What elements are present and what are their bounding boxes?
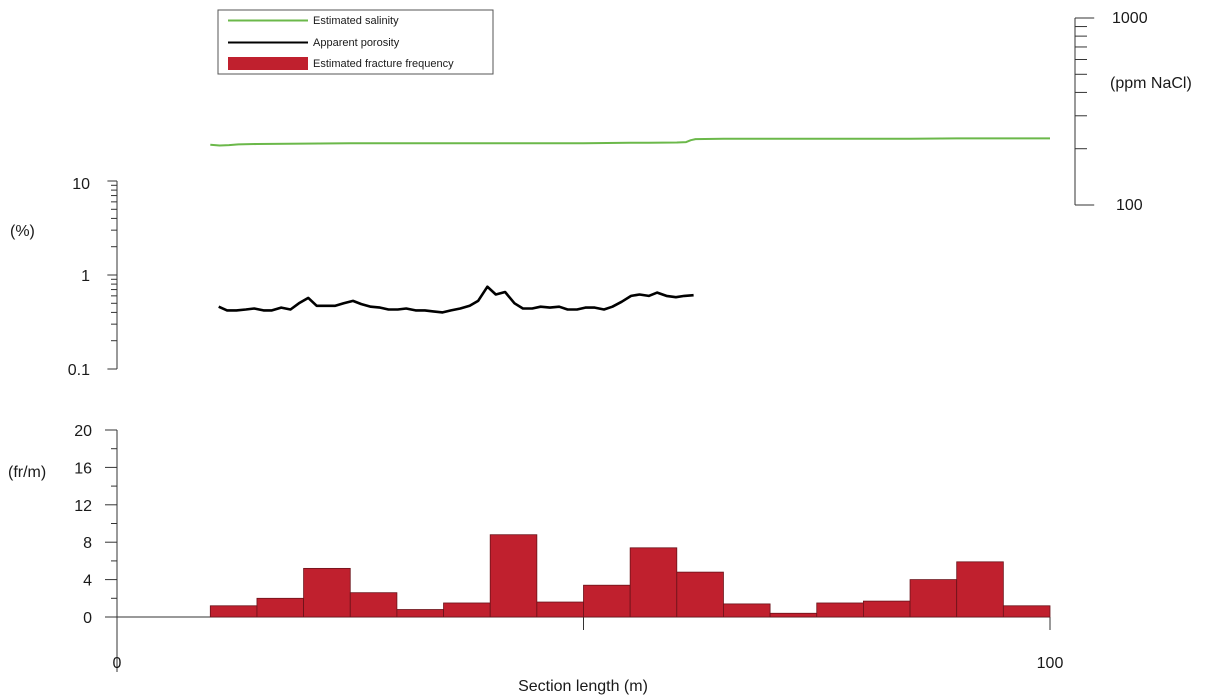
legend-swatch-fracture bbox=[228, 57, 308, 70]
porosity-tick-label-1: 1 bbox=[81, 268, 90, 285]
fracture-bar bbox=[676, 571, 724, 618]
porosity-tick-label-10: 10 bbox=[72, 176, 90, 193]
x-axis-label: Section length (m) bbox=[518, 678, 648, 695]
fracture-bar bbox=[209, 605, 258, 618]
porosity-line bbox=[218, 285, 694, 314]
salinity-line bbox=[210, 137, 1050, 147]
porosity-axis: 10 1 0.1 (%) bbox=[10, 176, 118, 379]
porosity-tick-label-0.1: 0.1 bbox=[68, 362, 90, 379]
fracture-tick-label: 8 bbox=[83, 535, 92, 552]
x-tick-label-0: 0 bbox=[113, 655, 122, 672]
fracture-bar bbox=[303, 567, 351, 618]
fracture-axis-unit: (fr/m) bbox=[8, 464, 46, 481]
fracture-tick-label: 0 bbox=[83, 610, 92, 627]
legend: Estimated salinity Apparent porosity Est… bbox=[217, 9, 494, 75]
line-series bbox=[210, 137, 1050, 314]
fracture-bar bbox=[629, 547, 678, 618]
fracture-bar bbox=[489, 534, 538, 618]
salinity-tick-label-100: 100 bbox=[1116, 197, 1143, 214]
fracture-ticks: 0 4 8 12 16 20 bbox=[74, 423, 1051, 630]
legend-label-salinity: Estimated salinity bbox=[313, 15, 399, 27]
fracture-bar bbox=[863, 600, 911, 618]
legend-label-fracture: Estimated fracture frequency bbox=[313, 58, 454, 70]
x-tick-label-100: 100 bbox=[1037, 655, 1064, 672]
legend-label-porosity: Apparent porosity bbox=[313, 37, 400, 49]
fracture-bars bbox=[209, 534, 1051, 618]
salinity-axis-unit: (ppm NaCl) bbox=[1110, 75, 1192, 92]
fracture-tick-label: 4 bbox=[83, 573, 92, 590]
porosity-axis-unit: (%) bbox=[10, 223, 35, 240]
fracture-bar bbox=[1002, 605, 1051, 618]
fracture-bar bbox=[349, 592, 398, 618]
fracture-bar bbox=[583, 584, 631, 618]
salinity-tick-label-1000: 1000 bbox=[1112, 10, 1148, 27]
fracture-bar bbox=[956, 561, 1004, 618]
fracture-tick-label: 12 bbox=[74, 498, 92, 515]
fracture-tick-label: 16 bbox=[74, 460, 92, 477]
fracture-bar bbox=[816, 602, 864, 618]
fracture-bar bbox=[909, 579, 958, 618]
fracture-bar bbox=[723, 603, 771, 618]
salinity-axis: 1000 100 (ppm NaCl) bbox=[1074, 10, 1192, 214]
fracture-tick-label: 20 bbox=[74, 423, 92, 440]
fracture-bar bbox=[536, 601, 584, 618]
fracture-bar bbox=[396, 609, 444, 618]
fracture-bar bbox=[769, 612, 818, 618]
fracture-bar bbox=[256, 597, 305, 618]
fracture-bar bbox=[443, 602, 491, 618]
